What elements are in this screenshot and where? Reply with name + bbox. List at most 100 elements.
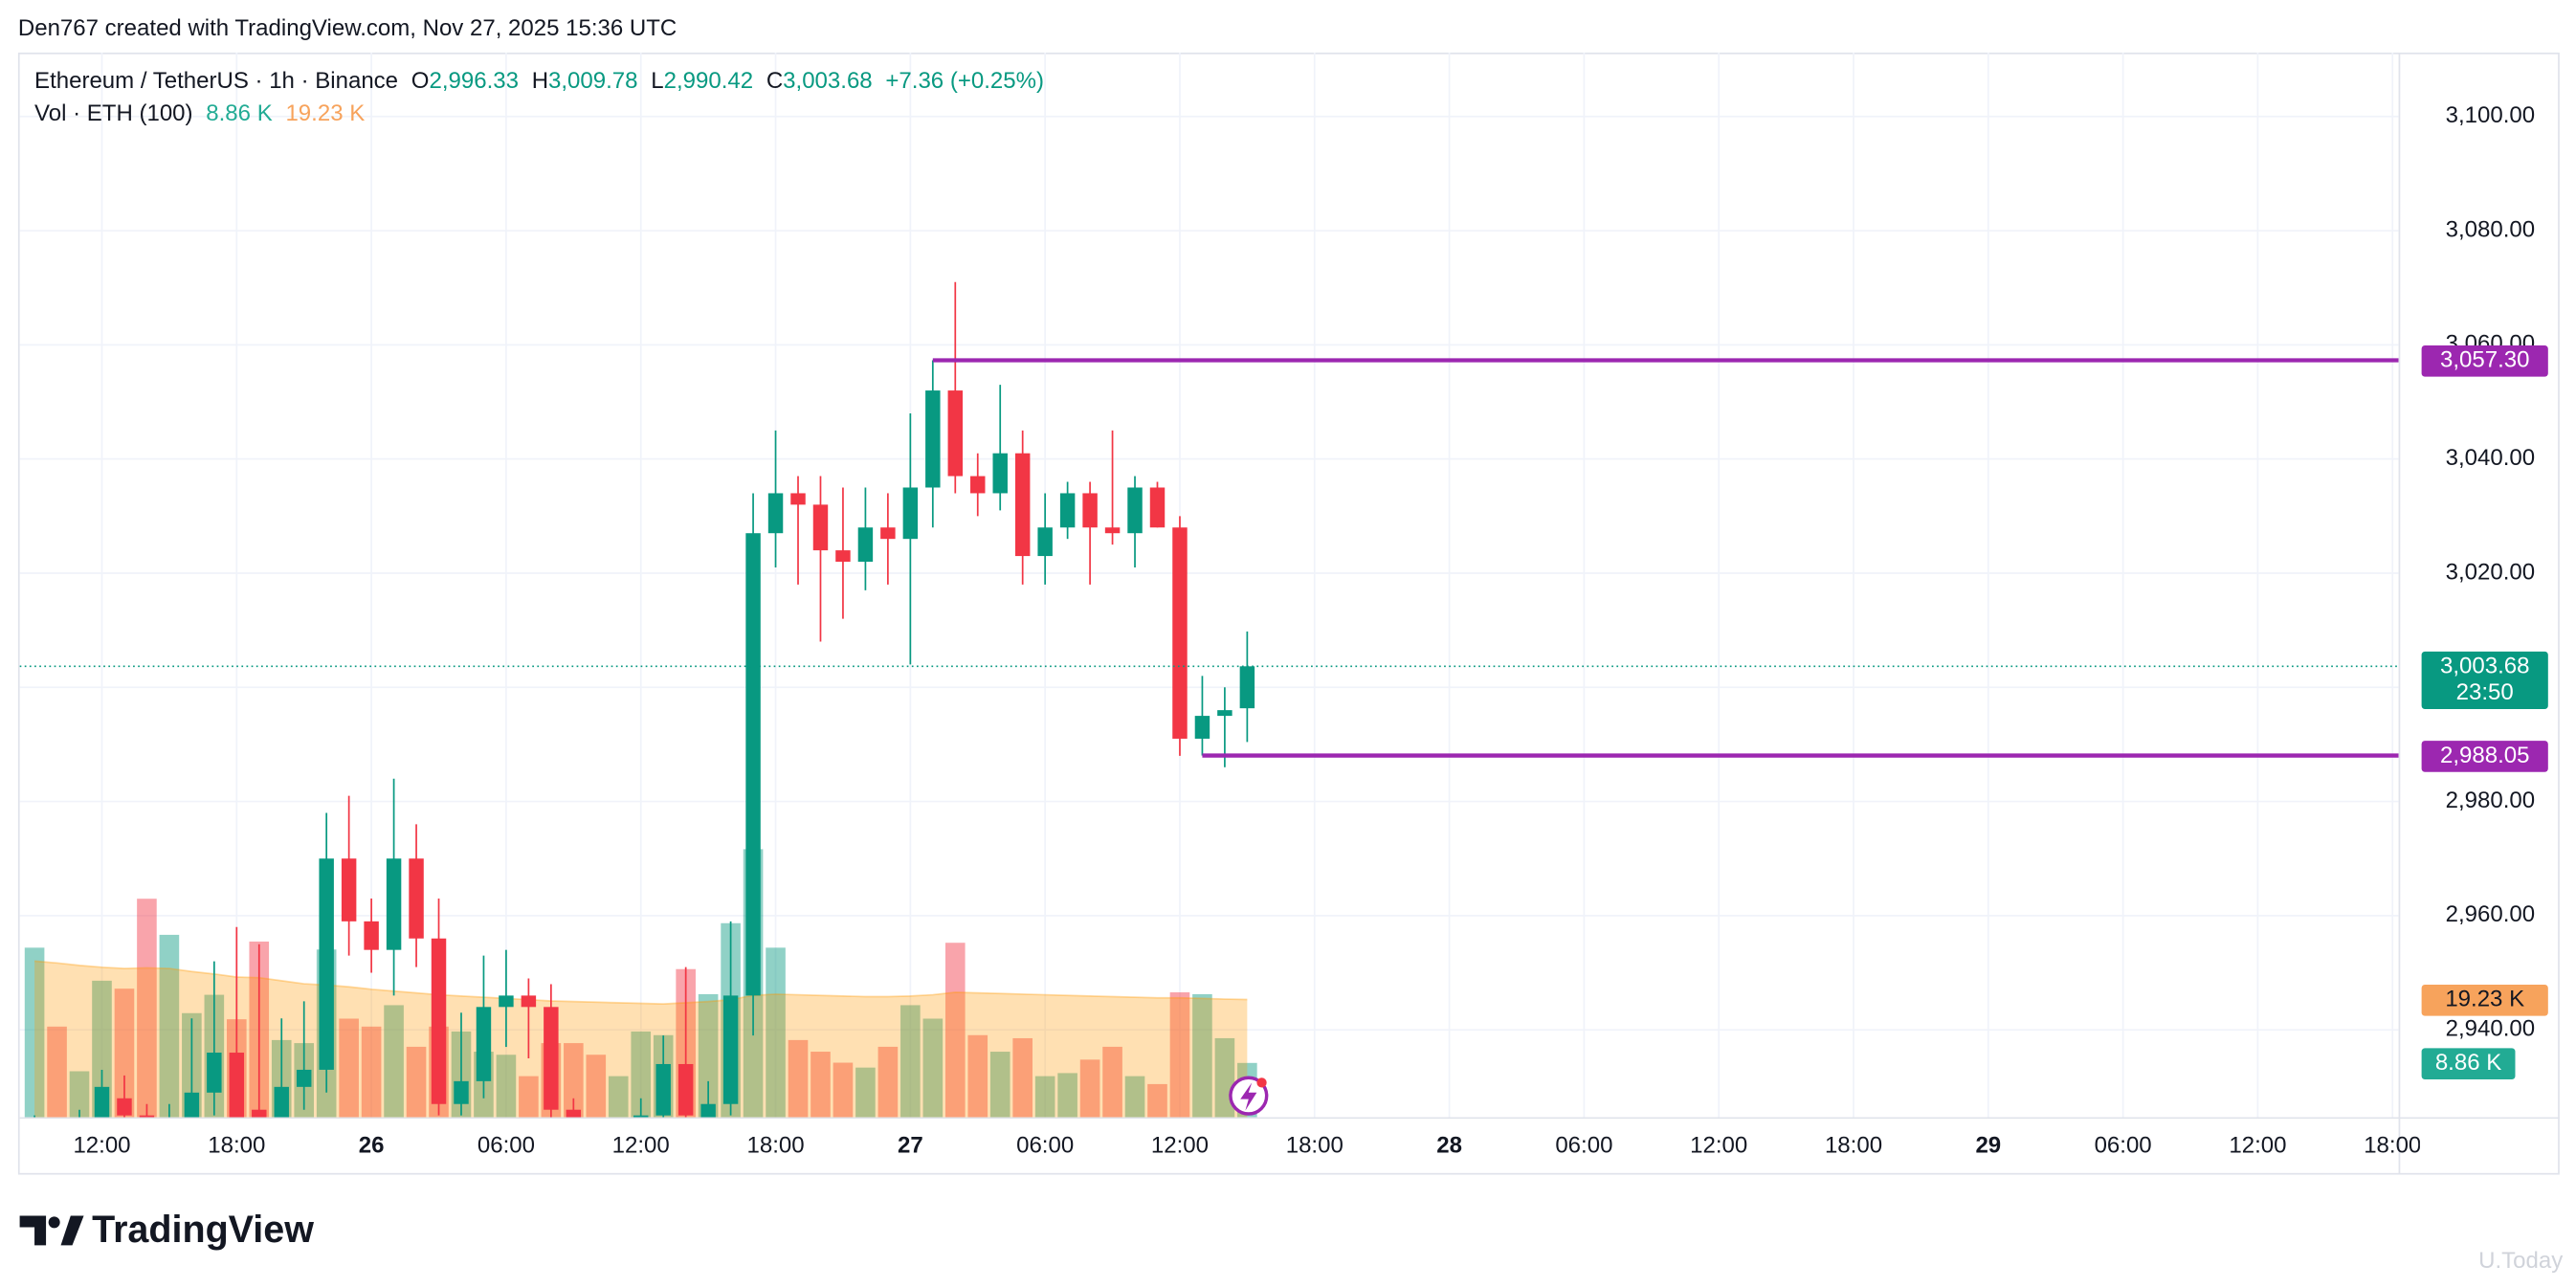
level-tag-label: 3,057.30	[2440, 347, 2529, 373]
candle-body	[296, 1069, 312, 1087]
candle-body	[790, 493, 806, 505]
y-tick-label: 2,960.00	[2446, 901, 2535, 927]
candle-body	[1082, 493, 1098, 528]
legend-line-1: Ethereum / TetherUS · 1h · Binance O2,996…	[34, 68, 1044, 94]
candle-body	[117, 1098, 132, 1116]
volume-bar	[114, 988, 135, 1118]
candle-body	[812, 504, 829, 551]
candle-body	[857, 527, 874, 563]
volume-bar	[406, 1046, 427, 1118]
time-axis: 12:00 18:00 26 06:00 12:00 18:00 27 06:00 12:00 1…	[73, 1133, 2419, 1159]
volume-bar	[1169, 992, 1190, 1118]
candle-body	[1172, 527, 1188, 739]
candle-body	[1194, 716, 1210, 739]
candle-body	[1217, 710, 1232, 717]
legend-key: L	[651, 68, 663, 94]
frame	[17, 52, 2560, 1175]
candle-body	[633, 1115, 649, 1118]
volume-ma-tag-label: 19.23 K	[2445, 987, 2524, 1012]
legend-value: 3,003.68	[783, 68, 872, 94]
volume-bar	[1192, 993, 1212, 1118]
level-tag-label: 2,988.05	[2440, 743, 2529, 768]
volume-bar	[92, 980, 112, 1118]
x-tick-label: 18:00	[1286, 1133, 1344, 1159]
y-tick-label: 3,100.00	[2446, 102, 2535, 128]
volume-title: Vol · ETH (100)	[34, 101, 193, 127]
x-tick-label: 12:00	[73, 1133, 130, 1159]
candle-body	[700, 1103, 716, 1118]
x-tick-label: 26	[359, 1133, 385, 1159]
legend-change: +7.36 (+0.25%)	[885, 68, 1044, 94]
candle-body	[341, 858, 357, 922]
volume-ma-tag	[2421, 985, 2548, 1016]
volume-bar	[631, 1031, 652, 1118]
volume-bar	[608, 1076, 629, 1118]
candle-body	[722, 995, 739, 1104]
volume-bar	[519, 1076, 539, 1118]
x-tick-label: 18:00	[208, 1133, 265, 1159]
volume-bar	[922, 1018, 944, 1118]
legend-key: O	[411, 68, 430, 94]
legend-symbol: Ethereum / TetherUS · 1h · Binance	[34, 68, 398, 94]
volume-bar	[1012, 1037, 1033, 1118]
candle-body	[1059, 493, 1076, 528]
x-tick-label: 18:00	[1825, 1133, 1882, 1159]
volume-bar	[137, 899, 157, 1118]
candle-body	[992, 453, 1008, 494]
axes: 2,940.002,960.002,980.003,000.003,020.00…	[2421, 102, 2548, 1079]
candle-body	[184, 1092, 200, 1118]
x-tick-label: 27	[898, 1133, 923, 1159]
candle-body	[880, 527, 896, 540]
legend-key: H	[532, 68, 548, 94]
candle-body	[566, 1109, 582, 1118]
x-tick-label: 12:00	[612, 1133, 670, 1159]
candle-body	[925, 390, 941, 488]
volume-tag-label: 8.86 K	[2435, 1050, 2501, 1076]
legend-key: C	[766, 68, 783, 94]
legend-value: 2,990.42	[664, 68, 753, 94]
candle-body	[319, 858, 334, 1070]
volume-bar	[1124, 1076, 1145, 1118]
candle-body	[767, 493, 784, 534]
x-tick-label: 06:00	[1016, 1133, 1074, 1159]
candle-body	[902, 487, 919, 540]
volume-bar	[586, 1055, 607, 1118]
legend-volume-ma: 19.23 K	[285, 101, 365, 127]
candle-body	[970, 476, 986, 494]
volume-bar	[855, 1067, 876, 1118]
y-tick-label: 2,940.00	[2446, 1016, 2535, 1042]
x-tick-label: 06:00	[1555, 1133, 1612, 1159]
candle-body	[947, 390, 964, 477]
last-price-tag	[2421, 651, 2548, 709]
volume-bar	[967, 1034, 988, 1118]
legend-volume: 8.86 K	[206, 101, 272, 127]
volume-bar	[698, 993, 719, 1118]
volume-bar	[1034, 1076, 1055, 1118]
watermark: U.Today	[2478, 1248, 2563, 1274]
candle-body	[409, 858, 424, 939]
y-tick-label: 3,020.00	[2446, 559, 2535, 585]
alert-icon	[1229, 1076, 1269, 1116]
volume-bar	[1102, 1046, 1122, 1118]
level-tag	[2421, 741, 2548, 772]
volume-bar	[361, 1026, 382, 1118]
candle-body	[655, 1063, 671, 1116]
x-tick-label: 12:00	[1690, 1133, 1747, 1159]
candle-body	[94, 1086, 110, 1118]
volume-bar	[944, 943, 966, 1118]
volume-bar	[24, 947, 45, 1118]
candle-body	[1104, 527, 1121, 534]
volume-bar	[1057, 1073, 1077, 1118]
candle-body	[499, 995, 514, 1008]
y-tick-label: 2,980.00	[2446, 788, 2535, 813]
volume-bar	[989, 1052, 1010, 1118]
candle-body	[229, 1053, 245, 1118]
volume-bar	[564, 1043, 584, 1118]
x-tick-label: 18:00	[746, 1133, 804, 1159]
countdown-label: 23:50	[2456, 679, 2514, 705]
candle-body	[386, 858, 402, 950]
x-tick-label: 12:00	[2229, 1133, 2286, 1159]
volume-bar	[384, 1005, 404, 1118]
candle-body	[431, 938, 447, 1104]
